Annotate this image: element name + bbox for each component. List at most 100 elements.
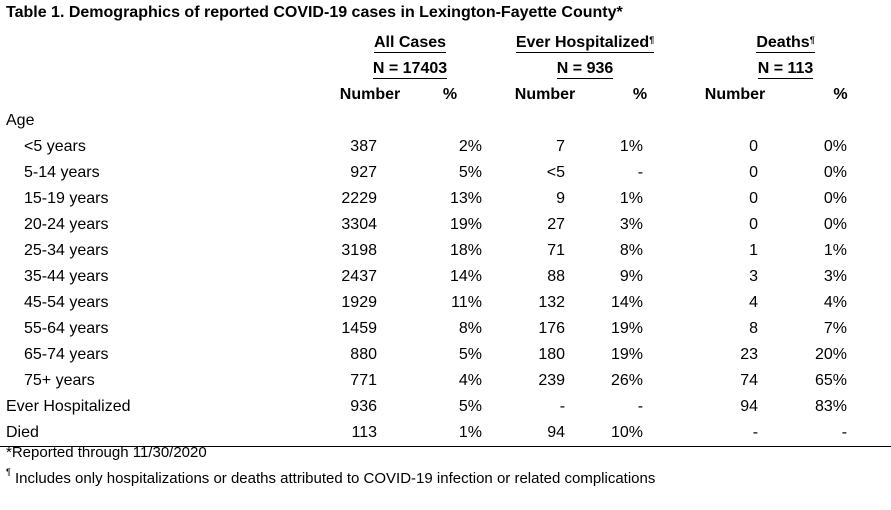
table-cell: 1%	[823, 242, 848, 259]
table-cell: 2229	[341, 190, 377, 207]
table-cell: 94	[740, 398, 759, 415]
group-label: Ever Hospitalized¶	[515, 34, 655, 53]
footnote-text: *Reported through 11/30/2020	[6, 444, 207, 461]
table-cell: 4	[749, 294, 759, 311]
row-label: <5 years	[24, 138, 86, 155]
table-cell: 0%	[823, 138, 848, 155]
row-label: 35-44 years	[24, 268, 109, 285]
group-n: N = 113	[757, 60, 814, 79]
table-cell: 2437	[341, 268, 377, 285]
footnote-text: Includes only hospitalizations or deaths…	[10, 470, 656, 487]
table-cell: 9	[556, 190, 566, 207]
table-cell: 1459	[341, 320, 377, 337]
table-cell: 5%	[458, 164, 483, 181]
subheader: Number	[514, 86, 576, 103]
row-label: Died	[0, 420, 330, 447]
table-row: 45-54 years 1929 11% 132 14% 4 4%	[0, 290, 891, 316]
subheader: %	[632, 86, 648, 103]
table-row: 25-34 years 3198 18% 71 8% 1 1%	[0, 238, 891, 264]
table-cell: 74	[740, 372, 759, 389]
table-cell: 88	[547, 268, 566, 285]
table-cell: 5%	[458, 346, 483, 363]
table-cell: 3304	[341, 216, 377, 233]
table-cell: 9%	[619, 268, 644, 285]
table-row: 20-24 years 3304 19% 27 3% 0 0%	[0, 212, 891, 238]
table-cell: 3%	[619, 216, 644, 233]
table-cell: 83%	[815, 398, 848, 415]
table-cell: 387	[350, 138, 377, 155]
table-cell: 771	[350, 372, 377, 389]
row-label: 20-24 years	[24, 216, 109, 233]
table-cell: 71	[547, 242, 566, 259]
table-cell: 4%	[458, 372, 483, 389]
table-cell: 0%	[823, 216, 848, 233]
table-cell: -	[559, 398, 566, 415]
table-cell: 19%	[611, 346, 644, 363]
table-cell: 936	[350, 398, 377, 415]
row-label: 75+ years	[24, 372, 95, 389]
table-cell: 2%	[458, 138, 483, 155]
group-header-row: All Cases Ever Hospitalized¶ Deaths¶	[0, 30, 891, 56]
subheader-row: Number % Number % Number %	[0, 82, 891, 108]
group-label: Deaths¶	[756, 34, 815, 53]
table-cell: 176	[538, 320, 566, 337]
table-body: All Cases Ever Hospitalized¶ Deaths¶ N =…	[0, 30, 891, 447]
table-cell: 7	[556, 138, 566, 155]
table-cell: 20%	[815, 346, 848, 363]
group-label: All Cases	[373, 34, 447, 53]
table-cell: -	[790, 420, 891, 447]
table-cell: 10%	[600, 420, 681, 447]
row-label: Ever Hospitalized	[6, 398, 131, 415]
table-title: Table 1. Demographics of reported COVID-…	[6, 4, 623, 21]
table-cell: 65%	[815, 372, 848, 389]
demographics-table: All Cases Ever Hospitalized¶ Deaths¶ N =…	[0, 30, 891, 447]
table-cell: 27	[547, 216, 566, 233]
table-cell: 94	[490, 420, 601, 447]
table-row: 35-44 years 2437 14% 88 9% 3 3%	[0, 264, 891, 290]
table-cell: 0	[749, 216, 759, 233]
table-cell: 927	[350, 164, 377, 181]
table-row: Ever Hospitalized 936 5% - - 94 83%	[0, 394, 891, 420]
footnote-mark: ¶	[6, 467, 11, 477]
table-cell: 26%	[611, 372, 644, 389]
table-cell: 14%	[449, 268, 483, 285]
table-cell: 0	[749, 138, 759, 155]
table-cell: 19%	[611, 320, 644, 337]
table-cell: 0	[749, 164, 759, 181]
row-label: 55-64 years	[24, 320, 109, 337]
subheader: Number	[704, 86, 766, 103]
footnote: ¶ Includes only hospitalizations or deat…	[6, 467, 656, 487]
table-row: 75+ years 771 4% 239 26% 74 65%	[0, 368, 891, 394]
table-cell: 19%	[449, 216, 483, 233]
table-cell: 180	[538, 346, 566, 363]
subheader: %	[442, 86, 458, 103]
group-n: N = 936	[556, 60, 614, 79]
row-label: 5-14 years	[24, 164, 100, 181]
table-cell: 3198	[341, 242, 377, 259]
table-cell: 4%	[823, 294, 848, 311]
row-label: 25-34 years	[24, 242, 109, 259]
table-cell: 1%	[619, 138, 644, 155]
table-cell: 8%	[619, 242, 644, 259]
table-cell: 113	[330, 420, 410, 447]
group-n: N = 17403	[372, 60, 448, 79]
table-cell: -	[637, 164, 644, 181]
table-cell: 0%	[823, 164, 848, 181]
table-cell: 0%	[823, 190, 848, 207]
row-label: 65-74 years	[24, 346, 109, 363]
table-cell: 7%	[823, 320, 848, 337]
table-row: 15-19 years 2229 13% 9 1% 0 0%	[0, 186, 891, 212]
table-cell: 14%	[611, 294, 644, 311]
table-cell: 5%	[458, 398, 483, 415]
subheader: %	[833, 86, 848, 103]
section-row: Age	[0, 108, 891, 134]
subheader: Number	[339, 86, 401, 103]
group-n-row: N = 17403 N = 936 N = 113	[0, 56, 891, 82]
table-cell: 0	[749, 190, 759, 207]
table-cell: 239	[538, 372, 566, 389]
row-label: 15-19 years	[24, 190, 109, 207]
table-cell: 132	[538, 294, 566, 311]
table-cell: 3	[749, 268, 759, 285]
table-cell: 1%	[619, 190, 644, 207]
table-cell: 23	[740, 346, 759, 363]
